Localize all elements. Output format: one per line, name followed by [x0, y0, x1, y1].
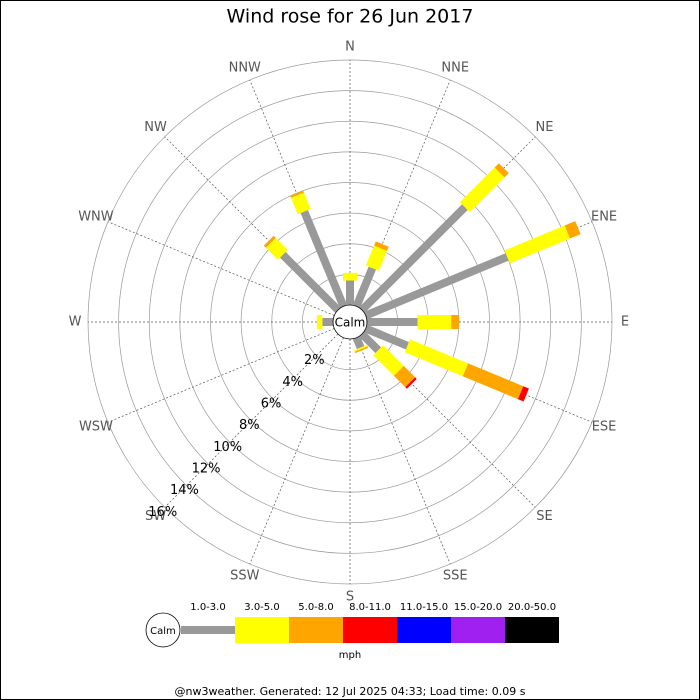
bar-segment [373, 345, 404, 376]
legend-swatch [505, 617, 559, 643]
bar-segment [417, 315, 452, 329]
r-tick-label: 8% [239, 418, 260, 433]
bar-segment [290, 190, 304, 198]
legend-swatch [181, 626, 235, 634]
direction-label: NW [144, 120, 167, 135]
direction-label: SW [145, 509, 166, 524]
footer: @nw3weather. Generated: 12 Jul 2025 04:3… [175, 685, 526, 698]
bar-segment [359, 204, 468, 313]
bar-segment [343, 272, 357, 281]
legend-swatch [451, 617, 505, 643]
legend-swatch [397, 617, 451, 643]
bar-segment [359, 331, 382, 354]
direction-label: ESE [592, 420, 617, 435]
spoke [249, 337, 344, 565]
legend-swatch [235, 617, 289, 643]
legend-label: 11.0-15.0 [400, 602, 448, 613]
bar-segment [404, 339, 469, 377]
r-tick-label: 2% [304, 353, 325, 368]
legend-calm-label: Calm [150, 626, 176, 637]
bar-segment [352, 266, 377, 308]
bar-segment [354, 346, 369, 354]
bar-segment [364, 324, 409, 350]
legend-label: 5.0-8.0 [298, 602, 333, 613]
legend-label: 3.0-5.0 [244, 602, 279, 613]
bar-segment [517, 386, 529, 402]
bar-segment [367, 318, 418, 326]
legend-label: 20.0-50.0 [508, 602, 556, 613]
direction-label: NNE [441, 60, 469, 75]
direction-label: N [345, 40, 355, 55]
chart-title: Wind rose for 26 Jun 2017 [227, 6, 474, 28]
legend-label: 8.0-11.0 [349, 602, 391, 613]
bar-segment [322, 318, 333, 326]
bar-segment [504, 225, 570, 264]
bar-segment [494, 163, 509, 178]
r-tick-label: 14% [170, 483, 199, 498]
bar-segment [365, 245, 387, 271]
spoke [107, 221, 335, 316]
r-tick-label: 10% [213, 440, 242, 455]
direction-label: E [621, 315, 629, 330]
legend-swatch [343, 617, 397, 643]
direction-label: NE [535, 120, 553, 135]
legend-unit: mph [339, 650, 361, 661]
grid-ring [148, 120, 552, 524]
calm-circle [332, 304, 368, 340]
bar-segment [316, 315, 323, 329]
bar-segment [300, 209, 348, 308]
bar-segment [393, 365, 416, 388]
direction-label: WNW [78, 209, 114, 224]
r-tick-label: 6% [261, 396, 282, 411]
bar-segment [405, 377, 417, 389]
direction-label: SSE [443, 569, 468, 584]
bar-segment [291, 192, 311, 215]
r-tick-label: 12% [192, 461, 221, 476]
bar-segment [459, 167, 505, 213]
bar-segment [354, 344, 368, 352]
bar-segment [462, 363, 524, 400]
legend-calm [145, 612, 181, 648]
bar-segment [263, 235, 276, 248]
bar-segment [265, 237, 288, 260]
grid-ring [210, 182, 490, 462]
bar-segment [352, 336, 365, 350]
direction-label: SE [536, 509, 552, 524]
direction-label: S [346, 590, 354, 605]
spoke [107, 328, 335, 423]
bar-segment [374, 241, 389, 251]
legend-label: 15.0-20.0 [454, 602, 502, 613]
bar-segment [346, 280, 354, 305]
bar-segment [364, 253, 509, 320]
bar-segment [451, 315, 459, 329]
grid-ring [118, 90, 582, 554]
legend-label: 1.0-3.0 [190, 602, 225, 613]
calm-label: Calm [335, 316, 366, 330]
legend-swatch [289, 617, 343, 643]
spoke [356, 337, 451, 565]
direction-label: WSW [79, 420, 113, 435]
r-tick-label: 16% [148, 505, 177, 520]
direction-label: SSW [230, 569, 260, 584]
spoke [164, 333, 339, 508]
bar-segment [279, 251, 341, 313]
bar-segment [564, 221, 581, 239]
r-tick-label: 4% [282, 375, 303, 390]
direction-label: W [69, 315, 82, 330]
direction-label: NNW [229, 60, 261, 75]
direction-label: ENE [591, 209, 617, 224]
